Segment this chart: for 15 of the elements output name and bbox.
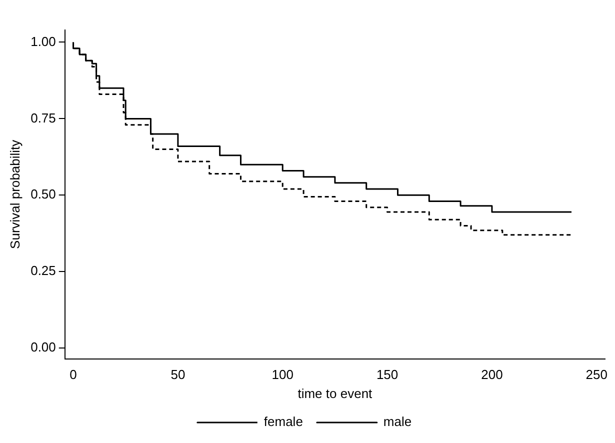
legend-label: female [264, 414, 303, 430]
x-tick-label: 100 [272, 367, 294, 382]
y-tick-label: 0.00 [30, 340, 56, 355]
x-tick-label: 0 [70, 367, 77, 382]
legend-label: male [383, 414, 412, 430]
x-tick-label: 150 [376, 367, 398, 382]
y-tick-label: 0.75 [30, 110, 56, 126]
y-axis-title: Survival probability [7, 139, 22, 249]
y-tick-label: 1.00 [30, 34, 56, 49]
x-tick-label: 200 [481, 367, 503, 382]
x-tick-label: 50 [170, 367, 186, 382]
y-tick-label: 0.50 [30, 186, 56, 202]
x-axis-title: time to event [298, 386, 373, 401]
x-tick-label: 250 [586, 367, 608, 382]
y-tick-label: 0.25 [30, 263, 56, 278]
